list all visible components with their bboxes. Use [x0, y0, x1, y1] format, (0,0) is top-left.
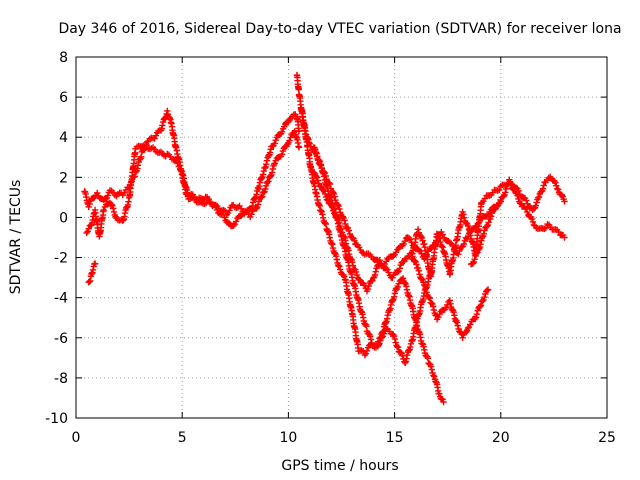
y-tick-label: -8: [54, 371, 68, 387]
y-tick-label: 2: [59, 170, 68, 186]
x-tick-label: 15: [386, 430, 404, 446]
axes: 0 5 10 15 20 25 -10 -8 -6 -4 -2 0 2 4 6 8: [45, 50, 616, 446]
y-tick-label: 8: [59, 50, 68, 66]
y-tick-label: -6: [54, 331, 68, 347]
y-tick-label: -10: [45, 411, 68, 427]
x-tick-label: 20: [492, 430, 510, 446]
data-series-s3: [85, 260, 99, 286]
x-tick-label: 25: [598, 430, 616, 446]
data-series-s2: [83, 128, 303, 240]
plot-frame: [75, 56, 608, 419]
y-tick-label: -2: [54, 251, 68, 267]
data-series-s1: [81, 107, 303, 218]
grid: [76, 57, 607, 418]
data-points: [467, 176, 568, 268]
x-axis-label: GPS time / hours: [281, 458, 398, 474]
y-tick-label: 4: [59, 130, 68, 146]
data-points: [306, 160, 492, 341]
x-tick-label: 10: [279, 430, 297, 446]
y-tick-label: 6: [59, 90, 68, 106]
data-series-s9: [467, 176, 568, 268]
x-tick-label: 5: [178, 430, 187, 446]
data-series-s6: [306, 160, 492, 341]
y-tick-label: 0: [59, 210, 68, 226]
data-points: [85, 260, 99, 286]
chart-title: Day 346 of 2016, Sidereal Day-to-day VTE…: [58, 21, 621, 37]
data-points: [83, 128, 303, 240]
x-tick-label: 0: [72, 430, 81, 446]
y-axis-label: SDTVAR / TECUs: [8, 180, 24, 295]
plot-area: [81, 71, 568, 406]
y-tick-label: -4: [54, 291, 68, 307]
data-points: [81, 107, 303, 218]
